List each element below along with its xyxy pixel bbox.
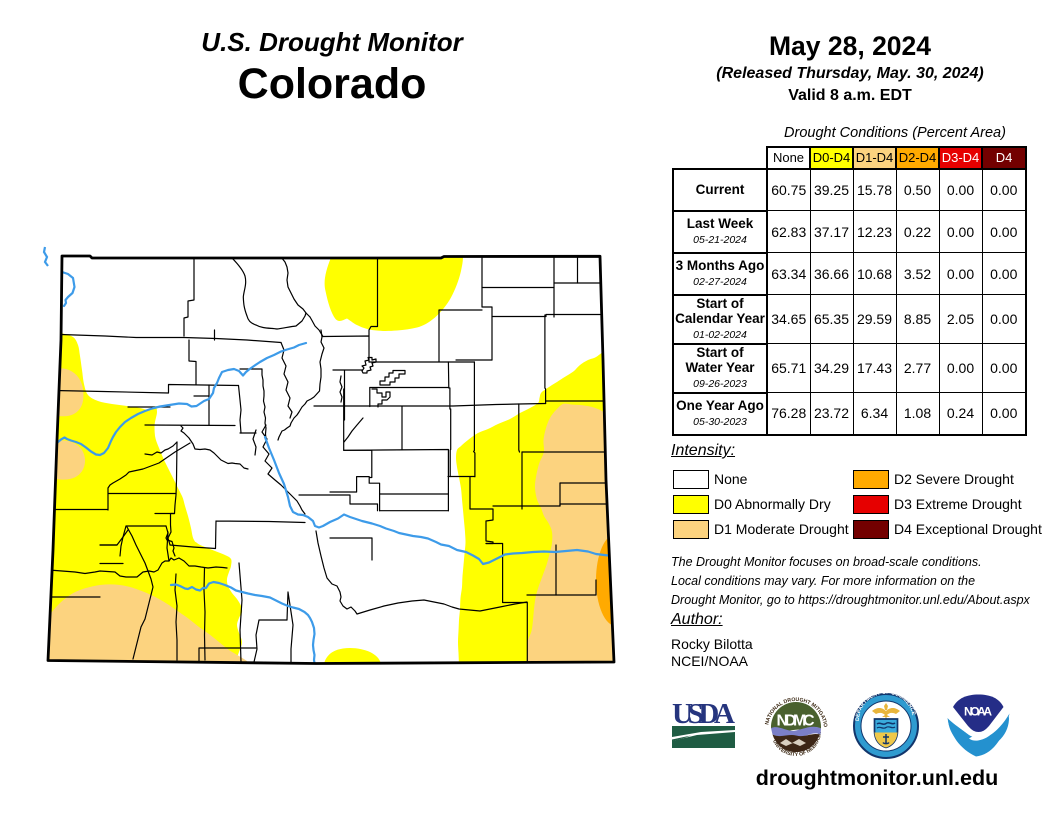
svg-text:NOAA: NOAA — [964, 705, 992, 719]
svg-text:NDMC: NDMC — [777, 713, 815, 730]
svg-text:USDA: USDA — [672, 701, 735, 730]
